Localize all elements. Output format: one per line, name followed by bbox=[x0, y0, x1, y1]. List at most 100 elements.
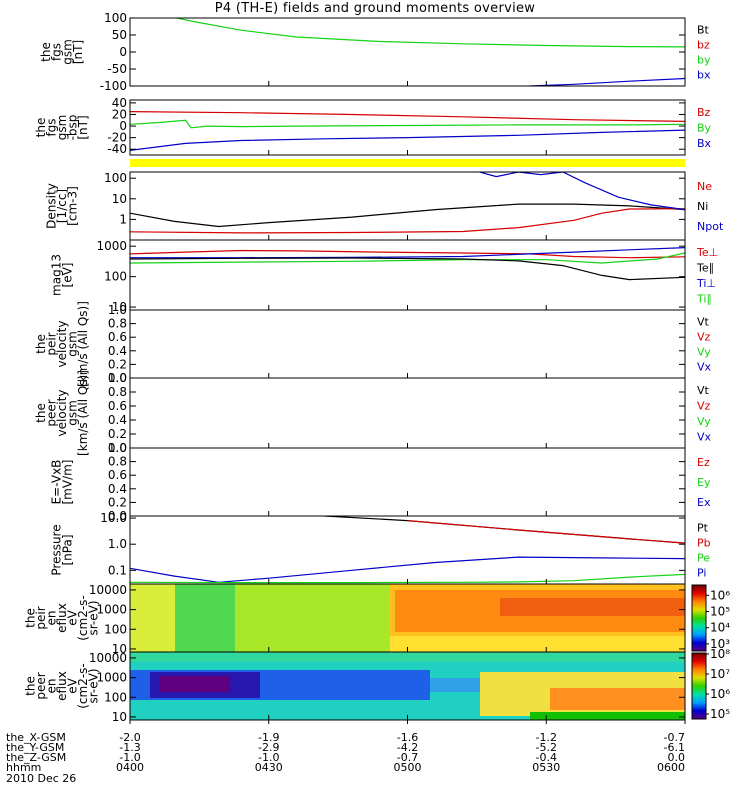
y-axis-label-line: gsm bbox=[66, 400, 80, 426]
series-line-ti∥ bbox=[130, 252, 685, 264]
spectrogram-band bbox=[160, 676, 230, 692]
y-tick-label: 10000 bbox=[89, 583, 127, 597]
orbit-value: -6.1 bbox=[664, 741, 685, 754]
panel-frame bbox=[129, 515, 686, 585]
y-tick-label: 0 bbox=[119, 45, 127, 59]
legend-by: By bbox=[697, 122, 712, 135]
y-tick-label: 0.0 bbox=[108, 441, 127, 455]
panel-7: E=-VxB[mV/m] bbox=[50, 447, 686, 517]
colorbar bbox=[691, 652, 707, 720]
orbit-value: -1.6 bbox=[397, 731, 418, 744]
series-line-npot bbox=[479, 172, 685, 211]
y-tick-label: 0.8 bbox=[108, 455, 127, 469]
y-axis-label-line: [eV] bbox=[60, 263, 74, 288]
series-line-pi bbox=[130, 556, 685, 583]
y-tick-label: 0.4 bbox=[108, 413, 127, 427]
y-axis-label: mag13[eV] bbox=[50, 254, 75, 296]
y-tick-label: 1000 bbox=[96, 239, 127, 253]
panel-frame bbox=[129, 171, 686, 241]
y-axis-label-line: gsm bbox=[66, 331, 80, 357]
series-line-by bbox=[130, 119, 685, 129]
y-tick-label: 1.0 bbox=[108, 303, 127, 317]
y-axis-label-line: eV bbox=[66, 609, 80, 625]
y-tick-label: 0.4 bbox=[108, 482, 127, 496]
panel-2: thefgsgsm-bsp[nT] bbox=[34, 99, 686, 156]
legend-bz: Bz bbox=[697, 106, 711, 119]
orbit-value: 0.0 bbox=[668, 751, 686, 764]
colorbar-tick-label: 10⁷ bbox=[710, 667, 730, 681]
spectrogram-band bbox=[500, 598, 685, 616]
y-tick-label: 10.0 bbox=[100, 511, 127, 525]
y-tick-label: 1000 bbox=[96, 671, 127, 685]
y-axis-label-line: the bbox=[39, 42, 53, 62]
orbit-value: 0500 bbox=[394, 761, 422, 774]
y-axis-label-line: Pressure bbox=[50, 524, 64, 575]
panel-4: mag13[eV] bbox=[50, 239, 686, 311]
spectrogram-band bbox=[550, 688, 685, 710]
y-tick-label: 100 bbox=[104, 11, 127, 25]
spectrogram-band bbox=[130, 652, 685, 662]
y-tick-label: 10 bbox=[112, 642, 127, 656]
y-axis-label-line: sr-eV) bbox=[87, 668, 101, 703]
panel-10: thepeerenefluxeV(cm2-s-sr-eV) bbox=[24, 651, 709, 721]
y-axis-label-line: [1/cc] bbox=[55, 189, 69, 223]
orbit-value: -4.2 bbox=[397, 741, 418, 754]
y-tick-label: 40 bbox=[112, 96, 127, 110]
legend-npot: Npot bbox=[697, 220, 724, 233]
orbit-value: -0.7 bbox=[397, 751, 418, 764]
legend-vy: Vy bbox=[697, 346, 711, 359]
series-line-pe bbox=[130, 573, 685, 584]
orbit-value: -5.2 bbox=[536, 741, 557, 754]
colorbar-tick-label: 10⁵ bbox=[710, 605, 730, 619]
spectrogram-band bbox=[390, 636, 685, 652]
legend-vx: Vx bbox=[697, 430, 712, 443]
y-axis-label-line: peer bbox=[45, 399, 59, 426]
y-tick-label: 100 bbox=[104, 622, 127, 636]
y-tick-label: 0.1 bbox=[108, 563, 127, 577]
panel-frame bbox=[129, 17, 686, 87]
legend-vt: Vt bbox=[697, 316, 710, 329]
orbit-value: -1.2 bbox=[536, 731, 557, 744]
y-tick-label: 10000 bbox=[89, 651, 127, 665]
y-axis-label-line: sr-eV) bbox=[87, 600, 101, 635]
series-line-pb bbox=[407, 520, 685, 544]
legend-vz: Vz bbox=[697, 399, 711, 412]
series-line-bx bbox=[529, 77, 685, 86]
y-tick-label: 0.8 bbox=[108, 317, 127, 331]
y-axis-label-line: the bbox=[34, 118, 48, 138]
orbit-value: 0530 bbox=[532, 761, 560, 774]
legend-ti⊥: Ti⊥ bbox=[696, 277, 716, 290]
legend-pt: Pt bbox=[697, 522, 709, 535]
legend-te∥: Te∥ bbox=[696, 261, 714, 274]
orbit-value: 0400 bbox=[116, 761, 144, 774]
y-tick-label: 1.0 bbox=[108, 537, 127, 551]
y-axis-label-line: fgs bbox=[45, 118, 59, 136]
y-tick-label: 0 bbox=[119, 119, 127, 133]
series-line-by bbox=[173, 18, 685, 48]
y-axis-label-line: [nT] bbox=[76, 115, 90, 139]
y-axis-label-line: [km/s (All Qs)] bbox=[76, 370, 90, 456]
date-label: 2010 Dec 26 bbox=[6, 772, 76, 785]
orbit-row-label: the_Y-GSM bbox=[6, 741, 64, 754]
y-axis-label-line: the bbox=[34, 334, 48, 354]
y-axis-label: thefgsgsm-bsp[nT] bbox=[34, 115, 90, 141]
y-axis-label-line: [cm-3] bbox=[66, 186, 80, 226]
y-tick-label: 0.2 bbox=[108, 495, 127, 509]
chart-title: P4 (TH-E) fields and ground moments over… bbox=[214, 1, 536, 16]
legend-ni: Ni bbox=[697, 200, 708, 213]
y-axis-label-line: [mV/m] bbox=[60, 460, 74, 505]
y-axis-label-line: gsm bbox=[55, 115, 69, 141]
spectrogram bbox=[130, 652, 685, 720]
y-axis-label: thepeervelocitygsm[km/s (All Qs)] bbox=[34, 370, 90, 456]
y-axis-label-line: eV bbox=[66, 677, 80, 693]
orbit-value: 0430 bbox=[255, 761, 283, 774]
panel-9: thepeirenefluxeV(cm2-s-sr-eV) bbox=[24, 583, 709, 653]
y-axis-label-line: (cm2-s- bbox=[76, 663, 90, 709]
y-tick-label: 0.6 bbox=[108, 399, 127, 413]
legend-pb: Pb bbox=[697, 537, 711, 550]
y-axis-label-line: (cm2-s- bbox=[76, 595, 90, 641]
colorbar bbox=[691, 584, 707, 652]
status-bar bbox=[130, 159, 685, 167]
y-tick-label: 0.6 bbox=[108, 468, 127, 482]
